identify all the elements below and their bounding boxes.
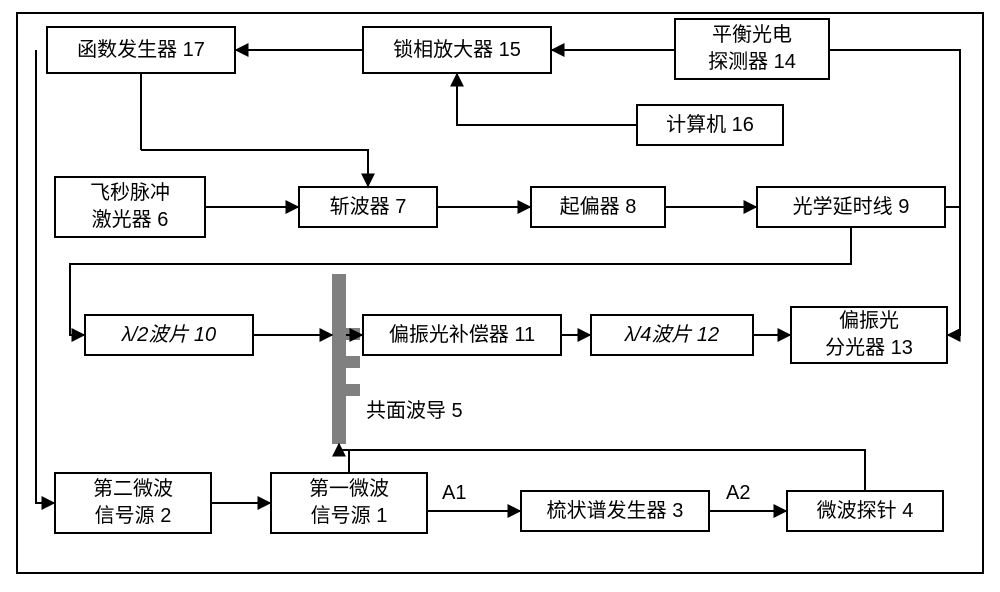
node-4-microwave-probe: 微波探针 4: [786, 490, 944, 532]
node-2-microwave-source-2: 第二微波 信号源 2: [54, 472, 212, 534]
node-1-microwave-source-1: 第一微波 信号源 1: [270, 472, 428, 534]
node-13-polarizing-beamsplitter: 偏振光 分光器 13: [790, 306, 948, 364]
node-12-quarter-wave-plate: λ/4波片 12: [590, 314, 754, 356]
coplanar-waveguide-tooth-1: [346, 328, 360, 340]
node-16-computer: 计算机 16: [636, 104, 784, 146]
port-label-a1: A1: [442, 482, 466, 505]
node-9-optical-delay-line: 光学延时线 9: [756, 186, 946, 228]
node-6-femtosecond-laser: 飞秒脉冲 激光器 6: [54, 176, 206, 238]
node-17-function-generator: 函数发生器 17: [46, 26, 236, 74]
coplanar-waveguide-tooth-3: [346, 384, 360, 396]
node-15-lockin-amplifier: 锁相放大器 15: [362, 26, 552, 74]
node-7-chopper: 斩波器 7: [298, 186, 438, 228]
coplanar-waveguide-tooth-2: [346, 356, 360, 368]
node-10-half-wave-plate: λ/2波片 10: [84, 314, 254, 356]
coplanar-waveguide-body: [332, 274, 346, 444]
node-14-balanced-photodetector: 平衡光电 探测器 14: [674, 18, 830, 80]
node-8-polarizer: 起偏器 8: [530, 186, 666, 228]
node-3-comb-generator: 梳状谱发生器 3: [520, 490, 710, 532]
coplanar-waveguide-label: 共面波导 5: [366, 394, 463, 423]
port-label-a2: A2: [726, 482, 750, 505]
node-11-polarization-compensator: 偏振光补偿器 11: [362, 314, 562, 356]
